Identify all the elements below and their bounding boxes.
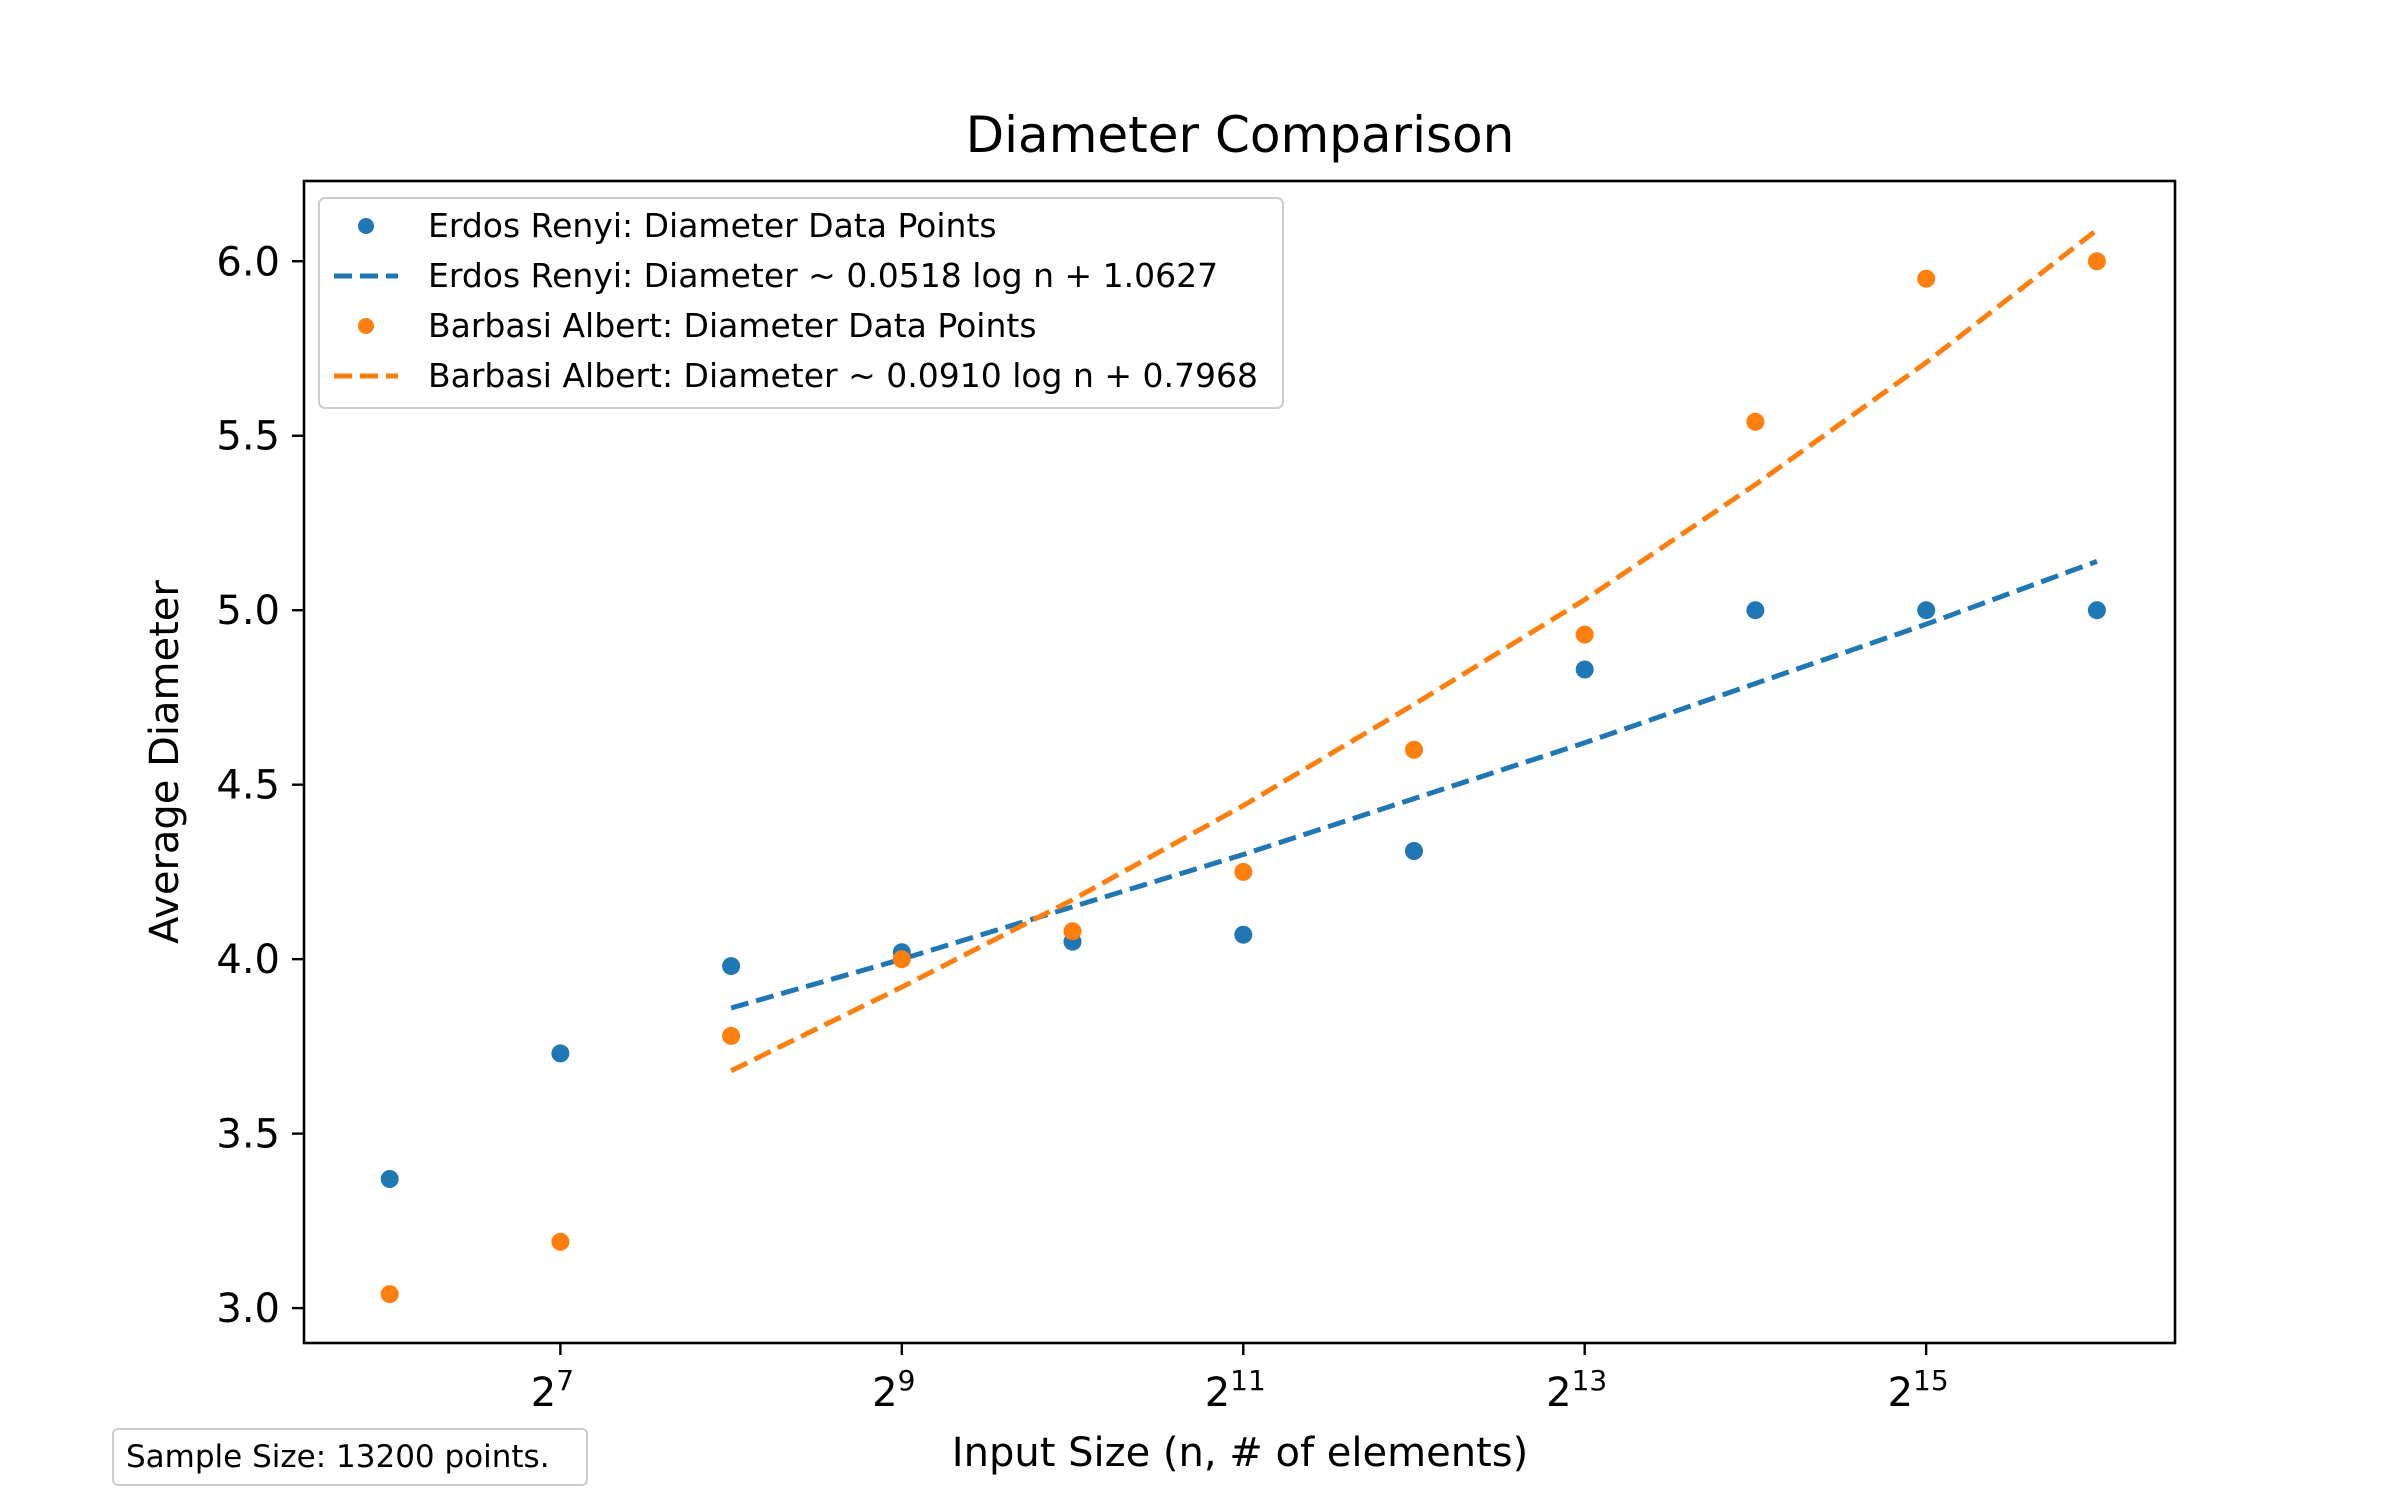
data-point-series-2 xyxy=(1917,269,1936,288)
legend-entry-label: Erdos Renyi: Diameter Data Points xyxy=(428,206,997,245)
data-point-series-0 xyxy=(722,957,741,976)
legend-entry-label: Barbasi Albert: Diameter ~ 0.0910 log n … xyxy=(428,356,1258,395)
data-point-series-0 xyxy=(1405,842,1423,860)
data-point-series-2 xyxy=(2087,252,2106,271)
x-tick-label: 215 xyxy=(1888,1364,1949,1416)
data-point-series-2 xyxy=(1746,412,1765,431)
data-point-series-0 xyxy=(1917,601,1936,620)
data-point-series-2 xyxy=(892,950,911,969)
y-tick-label: 4.0 xyxy=(216,937,280,983)
x-tick-label: 29 xyxy=(872,1364,915,1416)
data-point-series-2 xyxy=(1063,922,1082,941)
y-tick-label: 5.0 xyxy=(216,588,280,634)
data-point-series-0 xyxy=(551,1044,570,1063)
legend-point-swatch xyxy=(358,318,374,334)
x-axis-ticks: 27 29 211 213 215 xyxy=(531,1343,1949,1416)
data-point-series-0 xyxy=(380,1170,399,1188)
y-axis-label: Average Diameter xyxy=(142,580,188,944)
plot-marks xyxy=(380,227,2106,1304)
x-tick-label: 27 xyxy=(531,1364,574,1416)
chart-title: Diameter Comparison xyxy=(966,106,1515,164)
data-point-series-0 xyxy=(1234,925,1253,944)
legend-box xyxy=(318,197,1284,409)
data-point-series-0 xyxy=(2087,601,2106,620)
sample-size-note: Sample Size: 13200 points. xyxy=(112,1428,588,1486)
legend-entry-label: Erdos Renyi: Diameter ~ 0.0518 log n + 1… xyxy=(428,256,1218,295)
x-axis-label: Input Size (n, # of elements) xyxy=(952,1430,1528,1476)
data-point-series-2 xyxy=(380,1285,399,1304)
data-point-series-2 xyxy=(722,1026,741,1045)
y-tick-label: 6.0 xyxy=(216,239,280,285)
data-point-series-2 xyxy=(551,1232,570,1251)
legend-point-swatch xyxy=(358,218,374,234)
y-tick-label: 3.5 xyxy=(216,1112,280,1158)
legend: Erdos Renyi: Diameter Data Points Erdos R… xyxy=(318,197,1284,409)
legend-entry-label: Barbasi Albert: Diameter Data Points xyxy=(428,306,1037,345)
fit-line-series-1 xyxy=(730,559,2098,1011)
y-tick-label: 3.0 xyxy=(216,1286,280,1332)
x-tick-label: 213 xyxy=(1546,1364,1607,1416)
data-point-series-0 xyxy=(1575,660,1594,679)
y-tick-label: 4.5 xyxy=(216,763,280,809)
data-point-series-2 xyxy=(1405,740,1423,759)
data-point-series-2 xyxy=(1575,625,1594,644)
y-axis-ticks: 3.0 3.5 4.0 4.5 5.0 5.5 6.0 xyxy=(216,239,304,1332)
x-tick-label: 211 xyxy=(1205,1364,1266,1416)
data-point-series-0 xyxy=(1746,601,1765,620)
data-point-series-2 xyxy=(1234,862,1253,881)
y-tick-label: 5.5 xyxy=(216,414,280,460)
plot-area-frame xyxy=(302,179,2177,1345)
